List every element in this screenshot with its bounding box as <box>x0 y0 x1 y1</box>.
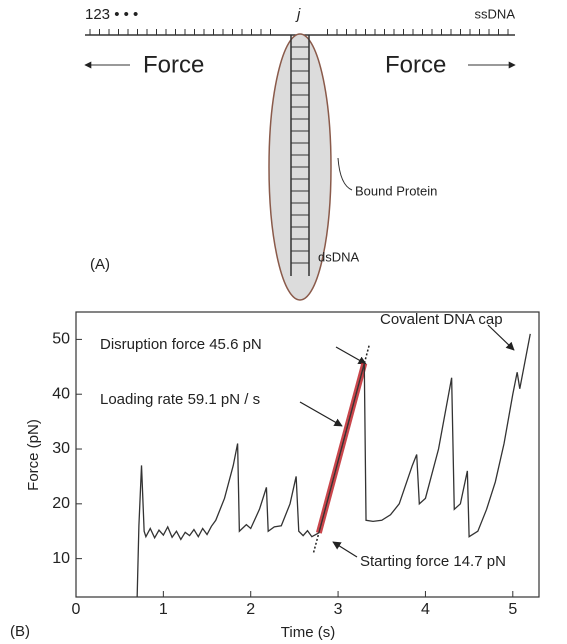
x-tick-label: 4 <box>421 601 430 618</box>
sites-label: 123 • • • <box>85 6 138 23</box>
y-tick-label: 10 <box>52 550 70 567</box>
x-tick-label: 0 <box>72 601 81 618</box>
y-tick-label: 40 <box>52 385 70 402</box>
y-tick-label: 30 <box>52 440 70 457</box>
x-axis-label: Time (s) <box>281 624 335 641</box>
x-tick-label: 2 <box>246 601 255 618</box>
ssdna-label: ssDNA <box>475 6 516 21</box>
leader <box>337 157 353 191</box>
force-trace <box>136 333 531 598</box>
arrow <box>335 346 367 365</box>
diagram <box>84 29 516 301</box>
annotation: Loading rate 59.1 pN / s <box>100 391 260 408</box>
x-tick-label: 1 <box>159 601 168 618</box>
force-left: Force <box>143 51 204 78</box>
protein-label: Bound Protein <box>355 183 437 198</box>
y-tick-label: 50 <box>52 331 70 348</box>
annotation: Covalent DNA cap <box>380 311 503 328</box>
x-tick-label: 3 <box>334 601 343 618</box>
dsdna-label: dsDNA <box>318 249 360 264</box>
annotation: Disruption force 45.6 pN <box>100 336 262 353</box>
plot-frame <box>75 311 540 598</box>
panel-b: (B) <box>10 623 30 640</box>
site-j: j <box>295 6 301 23</box>
arrow <box>332 541 358 558</box>
y-tick-label: 20 <box>52 495 70 512</box>
arrow <box>299 401 343 427</box>
x-tick-label: 5 <box>508 601 517 618</box>
y-axis-label: Force (pN) <box>25 419 42 491</box>
force-right: Force <box>385 51 446 78</box>
arrow <box>487 324 515 351</box>
annotation: Starting force 14.7 pN <box>360 553 506 570</box>
panel-a: (A) <box>90 256 110 273</box>
